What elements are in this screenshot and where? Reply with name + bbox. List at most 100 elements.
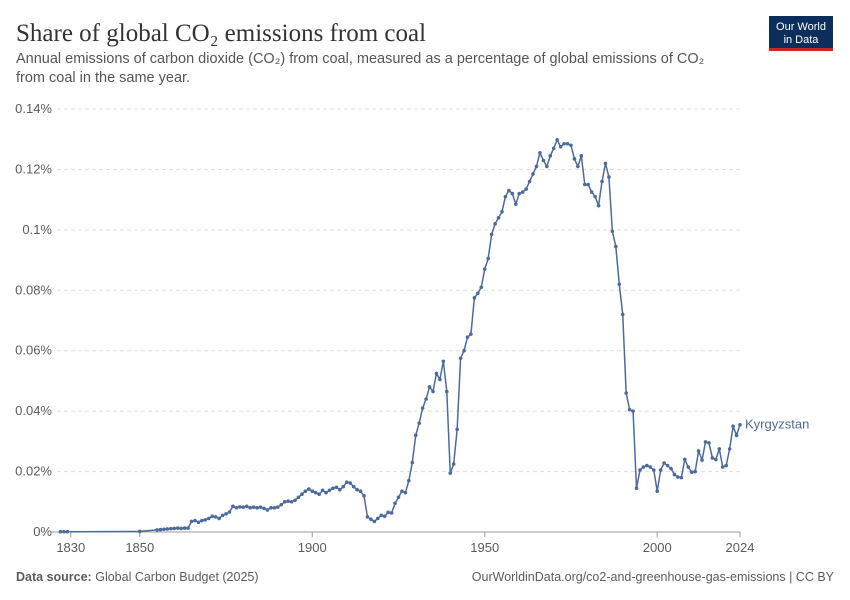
point: [393, 501, 397, 506]
point: [441, 359, 446, 364]
point: [251, 505, 256, 510]
point: [724, 463, 729, 468]
point: [503, 194, 508, 199]
point: [548, 154, 553, 158]
point: [476, 291, 480, 296]
point: [586, 182, 591, 187]
point: [417, 421, 421, 426]
point: [734, 433, 739, 438]
point: [427, 385, 432, 389]
y-tick-label: 0.06%: [15, 343, 52, 358]
point: [472, 296, 477, 300]
point: [607, 175, 611, 179]
point: [455, 427, 459, 432]
point: [493, 222, 497, 226]
point: [714, 457, 718, 462]
logo-text: in Data: [784, 34, 820, 46]
point: [234, 506, 239, 510]
logo-text: Our World: [776, 21, 826, 33]
point: [569, 143, 573, 148]
point: [265, 508, 270, 512]
point: [372, 519, 377, 524]
point: [62, 529, 66, 534]
point: [155, 528, 159, 532]
point: [727, 447, 732, 451]
point: [193, 518, 197, 523]
point: [510, 191, 515, 196]
point: [572, 157, 577, 161]
point: [382, 514, 387, 519]
point: [458, 356, 463, 361]
point: [620, 312, 625, 317]
point: [593, 194, 597, 199]
point: [175, 526, 180, 530]
point: [275, 505, 280, 510]
point: [679, 475, 684, 480]
series-label: Kyrgyzstan: [745, 417, 809, 432]
point: [186, 526, 190, 530]
y-tick-label: 0.02%: [15, 464, 52, 479]
point: [420, 406, 425, 410]
source-label: Data source:: [16, 570, 92, 584]
point: [137, 529, 142, 534]
point: [244, 504, 249, 509]
x-tick-label: 2000: [643, 540, 672, 555]
subtitle-box: Annual emissions of carbon dioxide (CO₂)…: [16, 51, 704, 86]
point: [589, 190, 594, 194]
point: [320, 488, 325, 493]
point: [303, 489, 308, 494]
point: [686, 465, 691, 469]
point: [300, 492, 304, 497]
point: [376, 516, 380, 521]
point: [717, 447, 722, 451]
point: [689, 470, 694, 474]
point: [224, 512, 228, 516]
point: [262, 506, 266, 511]
point: [338, 487, 342, 492]
y-tick-label: 0%: [33, 524, 52, 539]
plot: 0% 0.02% 0.04% 0.06% 0.08% 0.1% 0.12% 0.14% 1830…: [15, 101, 809, 555]
point: [238, 505, 242, 509]
point: [614, 244, 618, 249]
point: [258, 505, 263, 510]
point: [286, 499, 290, 503]
point: [379, 513, 384, 518]
point: [344, 480, 349, 484]
point: [651, 468, 656, 472]
x-tick-label: 1900: [298, 540, 327, 555]
point: [179, 526, 183, 531]
point: [641, 465, 646, 469]
point: [631, 409, 635, 413]
point: [444, 389, 449, 394]
point: [462, 348, 466, 353]
point: [307, 487, 311, 491]
point: [324, 490, 328, 495]
point: [231, 504, 235, 509]
point: [603, 161, 608, 166]
point: [248, 506, 252, 510]
point: [707, 441, 711, 445]
point: [513, 202, 518, 206]
point: [289, 499, 294, 504]
point: [555, 138, 559, 142]
point: [341, 484, 346, 489]
point: [469, 332, 473, 336]
chart-title: Share of global CO₂ emissions from coal: [16, 20, 426, 47]
point: [389, 511, 394, 515]
point: [196, 520, 201, 525]
point: [165, 527, 170, 531]
point: [672, 472, 677, 477]
x-tick-label: 1950: [470, 540, 499, 555]
x-tick-label: 1850: [125, 540, 154, 555]
point: [355, 487, 359, 492]
point: [531, 172, 535, 176]
point: [500, 209, 504, 214]
point: [627, 407, 632, 412]
series-line: [60, 137, 741, 533]
y-tick-label: 0.1%: [22, 222, 52, 237]
point: [538, 151, 542, 155]
point: [576, 164, 580, 169]
point: [448, 471, 453, 475]
footer-url: OurWorldinData.org/co2-and-greenhouse-ga…: [472, 570, 835, 584]
